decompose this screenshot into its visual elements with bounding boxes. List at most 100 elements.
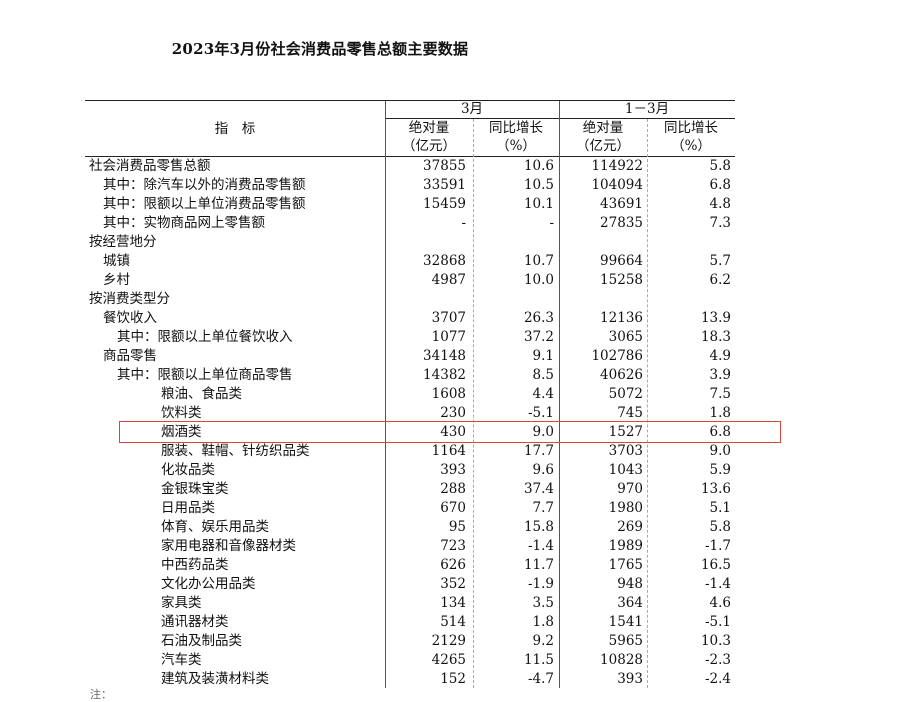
table-row: 烟酒类 430 9.0 1527 6.8 xyxy=(85,423,735,442)
row-label: 体育、娱乐用品类 xyxy=(161,519,269,535)
table-row: 化妆品类 393 9.6 1043 5.9 xyxy=(85,461,735,480)
march-growth-value: 4.4 xyxy=(532,386,554,402)
march-growth-value: 9.1 xyxy=(532,348,554,364)
q1-absolute-value: 948 xyxy=(617,576,643,592)
row-label: 饮料类 xyxy=(161,405,202,421)
march-absolute-value: - xyxy=(461,215,466,231)
q1-growth-value: 7.5 xyxy=(709,386,731,402)
abs-header-q1: 绝对量 xyxy=(582,120,624,136)
march-absolute-value: 2129 xyxy=(431,633,466,649)
column-divider xyxy=(559,101,560,688)
q1-absolute-value: 970 xyxy=(617,481,643,497)
q1-growth-value: 10.3 xyxy=(700,633,731,649)
march-growth-value: 10.6 xyxy=(523,158,554,174)
march-absolute-value: 152 xyxy=(440,671,466,687)
q1-absolute-value: 1765 xyxy=(608,557,643,573)
march-absolute-value: 3707 xyxy=(431,310,466,326)
table-row: 商品零售 34148 9.1 102786 4.9 xyxy=(85,347,735,366)
march-absolute-value: 670 xyxy=(440,500,466,516)
march-absolute-value: 230 xyxy=(440,405,466,421)
q1-absolute-value: 364 xyxy=(617,595,643,611)
q1-absolute-value: 1989 xyxy=(608,538,643,554)
growth-header-march: 同比增长 xyxy=(489,120,543,136)
row-label: 其中：限额以上单位商品零售 xyxy=(117,367,293,383)
q1-absolute-value: 1043 xyxy=(608,462,643,478)
march-absolute-value: 4987 xyxy=(431,272,466,288)
march-growth-value: 26.3 xyxy=(523,310,554,326)
row-label: 社会消费品零售总额 xyxy=(89,158,211,174)
march-absolute-value: 14382 xyxy=(423,367,466,383)
period-header-march: 3月 xyxy=(460,101,484,117)
row-label: 文化办公用品类 xyxy=(161,576,256,592)
row-label: 烟酒类 xyxy=(161,424,202,440)
table-top-rule xyxy=(85,100,735,101)
q1-growth-value: 18.3 xyxy=(700,329,731,345)
march-growth-value: 10.5 xyxy=(523,177,554,193)
march-growth-value: - xyxy=(549,215,554,231)
march-growth-value: 9.6 xyxy=(532,462,554,478)
table-row: 乡村 4987 10.0 15258 6.2 xyxy=(85,271,735,290)
table-row: 其中：限额以上单位商品零售 14382 8.5 40626 3.9 xyxy=(85,366,735,385)
table-row: 中西药品类 626 11.7 1765 16.5 xyxy=(85,556,735,575)
q1-absolute-value: 12136 xyxy=(600,310,643,326)
q1-absolute-value: 104094 xyxy=(591,177,643,193)
q1-absolute-value: 269 xyxy=(617,519,643,535)
table-row: 金银珠宝类 288 37.4 970 13.6 xyxy=(85,480,735,499)
table-row: 按经营地分 xyxy=(85,233,735,252)
march-absolute-value: 288 xyxy=(440,481,466,497)
abs-unit-march: （亿元） xyxy=(402,138,456,154)
march-absolute-value: 134 xyxy=(440,595,466,611)
march-growth-value: 10.0 xyxy=(523,272,554,288)
q1-growth-value: 9.0 xyxy=(709,443,731,459)
march-absolute-value: 32868 xyxy=(423,253,466,269)
row-label: 其中：限额以上单位消费品零售额 xyxy=(103,196,306,212)
abs-header-march: 绝对量 xyxy=(408,120,450,136)
q1-growth-value: 7.3 xyxy=(709,215,731,231)
march-growth-value: -4.7 xyxy=(527,671,554,687)
row-label: 建筑及装潢材料类 xyxy=(161,671,269,687)
q1-absolute-value: 114922 xyxy=(591,158,643,174)
q1-absolute-value: 99664 xyxy=(600,253,643,269)
table-row: 建筑及装潢材料类 152 -4.7 393 -2.4 xyxy=(85,670,735,689)
row-label: 石油及制品类 xyxy=(161,633,242,649)
q1-growth-value: 3.9 xyxy=(709,367,731,383)
table-row: 其中：除汽车以外的消费品零售额 33591 10.5 104094 6.8 xyxy=(85,176,735,195)
table-row: 文化办公用品类 352 -1.9 948 -1.4 xyxy=(85,575,735,594)
q1-growth-value: 5.7 xyxy=(709,253,731,269)
row-label: 金银珠宝类 xyxy=(161,481,229,497)
row-label: 中西药品类 xyxy=(161,557,229,573)
march-absolute-value: 33591 xyxy=(423,177,466,193)
march-growth-value: 7.7 xyxy=(532,500,554,516)
q1-absolute-value: 15258 xyxy=(600,272,643,288)
q1-absolute-value: 43691 xyxy=(600,196,643,212)
table-row: 饮料类 230 -5.1 745 1.8 xyxy=(85,404,735,423)
table-row: 粮油、食品类 1608 4.4 5072 7.5 xyxy=(85,385,735,404)
table-row: 石油及制品类 2129 9.2 5965 10.3 xyxy=(85,632,735,651)
march-absolute-value: 37855 xyxy=(423,158,466,174)
row-label: 其中：限额以上单位餐饮收入 xyxy=(117,329,293,345)
march-growth-value: 11.7 xyxy=(523,557,554,573)
table-row: 通讯器材类 514 1.8 1541 -5.1 xyxy=(85,613,735,632)
highlight-box xyxy=(119,421,781,443)
q1-absolute-value: 10828 xyxy=(600,652,643,668)
march-growth-value: 11.5 xyxy=(523,652,554,668)
march-absolute-value: 514 xyxy=(440,614,466,630)
table-row: 城镇 32868 10.7 99664 5.7 xyxy=(85,252,735,271)
q1-growth-value: 13.6 xyxy=(700,481,731,497)
march-growth-value: -5.1 xyxy=(527,405,554,421)
q1-absolute-value: 745 xyxy=(617,405,643,421)
march-absolute-value: 4265 xyxy=(431,652,466,668)
table-row: 按消费类型分 xyxy=(85,290,735,309)
march-absolute-value: 723 xyxy=(440,538,466,554)
q1-growth-value: 4.6 xyxy=(709,595,731,611)
column-divider xyxy=(385,101,386,688)
table-row: 家用电器和音像器材类 723 -1.4 1989 -1.7 xyxy=(85,537,735,556)
indicator-header: 指 标 xyxy=(214,121,256,137)
q1-absolute-value: 393 xyxy=(617,671,643,687)
q1-growth-value: 5.8 xyxy=(709,519,731,535)
q1-growth-value: 6.2 xyxy=(709,272,731,288)
q1-growth-value: -2.3 xyxy=(704,652,731,668)
table-row: 其中：限额以上单位餐饮收入 1077 37.2 3065 18.3 xyxy=(85,328,735,347)
row-label: 家用电器和音像器材类 xyxy=(161,538,296,554)
table-row: 家具类 134 3.5 364 4.6 xyxy=(85,594,735,613)
